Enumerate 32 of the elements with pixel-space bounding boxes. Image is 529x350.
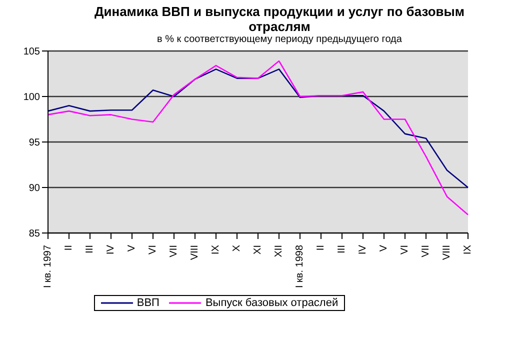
y-tick-label: 105 <box>23 46 40 58</box>
x-tick-label: IV <box>358 244 368 254</box>
x-tick-label: VIII <box>190 245 200 260</box>
x-tick-label: I кв. 1998 <box>294 244 306 288</box>
chart-title: Динамика ВВП и выпуска продукции и услуг по базовым отраслям <box>93 4 466 34</box>
y-tick-label: 100 <box>23 92 40 104</box>
x-tick-label: IX <box>462 244 474 254</box>
x-tick-label: X <box>232 244 242 252</box>
y-tick-label: 95 <box>28 138 40 149</box>
x-tick-label: III <box>84 245 96 254</box>
y-tick-label: 90 <box>28 183 40 194</box>
x-tick-label: III <box>336 245 348 254</box>
x-tick-label: II <box>316 245 326 251</box>
x-tick-label: IX <box>210 244 222 254</box>
x-tick-label: IV <box>106 244 116 254</box>
x-tick-label: I кв. 1997 <box>42 244 54 288</box>
legend-label: ВВП <box>136 297 160 309</box>
x-tick-label: VIII <box>442 245 452 260</box>
x-tick-label: V <box>378 244 390 252</box>
line-series <box>47 68 469 188</box>
chart-subtitle: в % к соответствующему периоду предыдущего года <box>156 34 403 45</box>
y-tick-label: 85 <box>28 228 40 240</box>
x-tick-label: VII <box>420 245 432 258</box>
line-series <box>47 60 469 216</box>
x-tick-label: VI <box>148 245 158 254</box>
x-tick-label: II <box>64 245 74 251</box>
x-tick-label: V <box>126 244 138 252</box>
x-tick-label: VI <box>400 245 410 254</box>
legend-label: Выпуск базовых отраслей <box>204 297 338 309</box>
x-tick-label: VII <box>168 245 180 258</box>
x-tick-label: XI <box>252 245 264 254</box>
x-tick-label: XII <box>274 245 284 258</box>
